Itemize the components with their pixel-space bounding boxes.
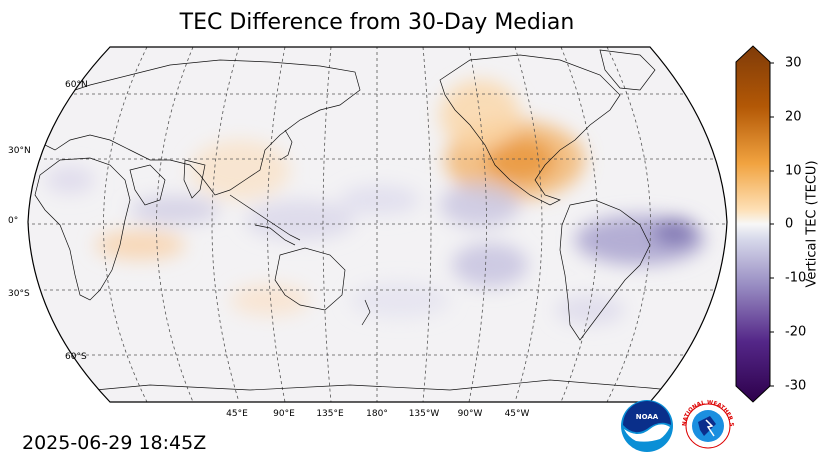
- page-title: TEC Difference from 30-Day Median: [179, 10, 575, 35]
- world-map: [27, 46, 728, 403]
- colorbar-tick-0: 0: [785, 216, 794, 232]
- lon-label-45e: 45°E: [226, 409, 248, 419]
- lon-label-180: 180°: [366, 409, 388, 419]
- lat-label-30s: 30°S: [8, 289, 30, 299]
- colorbar-tick-10: 10: [785, 163, 802, 179]
- lat-label-60s: 60°S: [65, 352, 87, 362]
- colorbar: [735, 45, 774, 403]
- colorbar-tick-20: 20: [785, 109, 802, 125]
- colorbar-tick-30: 30: [785, 55, 802, 71]
- colorbar-tick-neg20: -20: [785, 324, 807, 340]
- lon-label-90e: 90°E: [273, 409, 295, 419]
- colorbar-tick-neg30: -30: [785, 378, 807, 394]
- noaa-logo-text: NOAA: [636, 413, 659, 421]
- noaa-logo: NOAA: [621, 400, 673, 452]
- lat-label-30n: 30°N: [8, 146, 31, 156]
- lon-label-135e: 135°E: [316, 409, 344, 419]
- lon-label-90w: 90°W: [457, 409, 483, 419]
- lon-label-135w: 135°W: [408, 409, 440, 419]
- lat-label-0: 0°: [8, 216, 19, 226]
- lat-label-60n: 60°N: [65, 80, 88, 90]
- colorbar-tick-neg10: -10: [785, 270, 807, 286]
- map-area: [28, 47, 727, 402]
- lon-label-45w: 45°W: [504, 409, 530, 419]
- nws-logo: NATIONAL WEATHER SERVICE: [680, 396, 734, 449]
- coastlines: [34, 49, 721, 396]
- colorbar-label: Vertical TEC (TECU): [804, 160, 820, 288]
- timestamp: 2025-06-29 18:45Z: [22, 432, 207, 454]
- graticule: [28, 47, 727, 402]
